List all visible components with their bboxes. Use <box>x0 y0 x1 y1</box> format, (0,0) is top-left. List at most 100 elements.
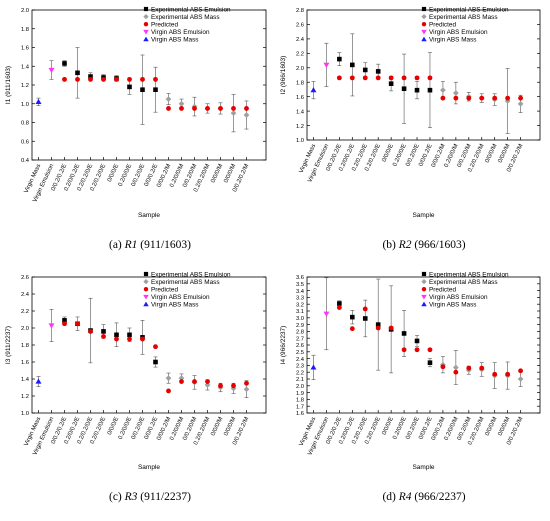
data-point-mass <box>165 96 172 102</box>
legend-marker-emulsion <box>421 6 427 12</box>
legend-marker-pred <box>143 21 149 27</box>
x-axis-title: Sample <box>412 212 434 219</box>
x-tick-label: 0/0/0/M <box>498 416 512 437</box>
legend-marker-mass <box>421 278 427 285</box>
data-point-pred <box>140 336 145 342</box>
y-tick-label: 1.6 <box>21 360 29 366</box>
series-pred <box>62 76 249 111</box>
caption-ratio: (966/2237) <box>412 491 466 503</box>
y-tick-label: 2.8 <box>296 330 304 336</box>
y-tick-label: 2.9 <box>296 323 304 329</box>
data-point-vemul <box>323 62 330 68</box>
data-point-pred <box>336 305 342 311</box>
legend-label-mass: Experimental ABS Mass <box>429 14 498 21</box>
series-emulsion <box>337 33 433 129</box>
data-point-pred <box>414 75 420 81</box>
x-tick-label: 0/0/0/M <box>485 143 499 164</box>
data-point-pred <box>518 368 523 374</box>
legend-marker-vmass <box>143 36 149 42</box>
legend-marker-emulsion <box>421 271 427 277</box>
y-axis-title: I4 (966/2237) <box>280 326 287 365</box>
y-axis-title: I3 (911/2237) <box>5 326 12 364</box>
y-tick-label: 1.2 <box>21 394 29 400</box>
caption-label: (a) <box>109 239 125 251</box>
data-point-pred <box>179 379 184 384</box>
chart-panel-a: 0.4 0.6 0.8 1.0 1.2 1.4 1.6 1.8 2.0 I1 (911/1603)… <box>5 6 267 251</box>
y-tick-label: 3.6 <box>296 275 304 281</box>
data-point-pred <box>192 106 197 111</box>
series-vmass <box>35 376 42 387</box>
data-point-emulsion <box>401 331 407 336</box>
data-point-mass <box>452 90 459 96</box>
data-point-vemul <box>48 67 55 73</box>
y-tick-label: 2.4 <box>296 357 305 363</box>
data-point-emulsion <box>75 70 80 76</box>
y-tick-label: 2.0 <box>296 66 304 72</box>
y-tick-label: 2.5 <box>296 350 304 356</box>
legend-label-mass: Experimental ABS Mass <box>151 14 220 21</box>
y-tick-label: 2.6 <box>21 275 29 281</box>
y-tick-label: 0.6 <box>21 139 29 145</box>
legend-label-emulsion: Experimental ABS Emulsion <box>429 271 509 278</box>
y-tick-label: 1.0 <box>21 411 29 417</box>
legend-label-pred: Predicted <box>429 287 456 294</box>
data-point-mass <box>165 375 172 382</box>
data-point-pred <box>114 76 119 82</box>
data-point-pred <box>492 95 498 101</box>
plot-frame <box>31 276 267 414</box>
y-tick-label: 1.9 <box>296 391 304 397</box>
y-tick-label: 3.1 <box>296 309 304 315</box>
legend-marker-vemul <box>421 29 427 35</box>
y-tick-label: 3.2 <box>296 302 304 308</box>
y-tick-label: 1.6 <box>21 46 29 52</box>
y-axis: 1.0 1.2 1.4 1.6 1.8 2.0 2.2 2.4 2.6 <box>21 275 266 417</box>
series-mass <box>165 372 250 399</box>
data-point-pred <box>466 95 472 101</box>
data-point-emulsion <box>153 359 158 365</box>
legend-label-vmass: Virgin ABS Mass <box>429 302 476 309</box>
y-tick-label: 1.6 <box>296 95 304 101</box>
data-point-pred <box>427 75 433 81</box>
legend-label-vmass: Virgin ABS Mass <box>151 302 198 309</box>
legend-marker-vmass <box>421 301 427 307</box>
data-point-pred <box>349 326 355 332</box>
data-point-pred <box>62 76 67 82</box>
caption-symbol: R4 <box>398 491 412 503</box>
legend-marker-emulsion <box>143 6 149 12</box>
y-tick-label: 2.3 <box>296 364 304 370</box>
data-point-pred <box>375 75 381 81</box>
legend-label-emulsion: Experimental ABS Emulsion <box>429 6 509 13</box>
data-point-emulsion <box>427 87 433 93</box>
data-point-emulsion <box>127 84 132 90</box>
data-point-pred <box>218 106 223 111</box>
legend-label-emulsion: Experimental ABS Emulsion <box>151 271 231 278</box>
legend-marker-vemul <box>143 294 149 300</box>
y-axis-title: I2 (966/1603) <box>280 56 287 95</box>
data-point-mass <box>517 376 524 382</box>
data-point-pred <box>231 106 236 111</box>
y-tick-label: 0.4 <box>21 158 30 164</box>
data-point-pred <box>75 76 80 82</box>
x-axis-title: Sample <box>138 212 160 219</box>
series-vemul <box>323 42 330 87</box>
data-point-pred <box>453 95 459 101</box>
y-tick-label: 2.0 <box>296 384 304 390</box>
series-vemul <box>48 308 55 342</box>
data-point-mass <box>452 364 459 371</box>
legend-marker-vemul <box>421 294 427 300</box>
legend-label-mass: Experimental ABS Mass <box>429 279 498 286</box>
data-point-mass <box>230 110 237 116</box>
caption-label: (d) <box>382 491 398 503</box>
data-point-emulsion <box>388 81 394 86</box>
y-tick-label: 1.8 <box>21 27 29 33</box>
data-point-emulsion <box>88 74 93 79</box>
data-point-pred <box>388 75 394 81</box>
legend-marker-mass <box>421 13 427 20</box>
panel-caption: (b) R2 (966/1603) <box>382 239 465 251</box>
